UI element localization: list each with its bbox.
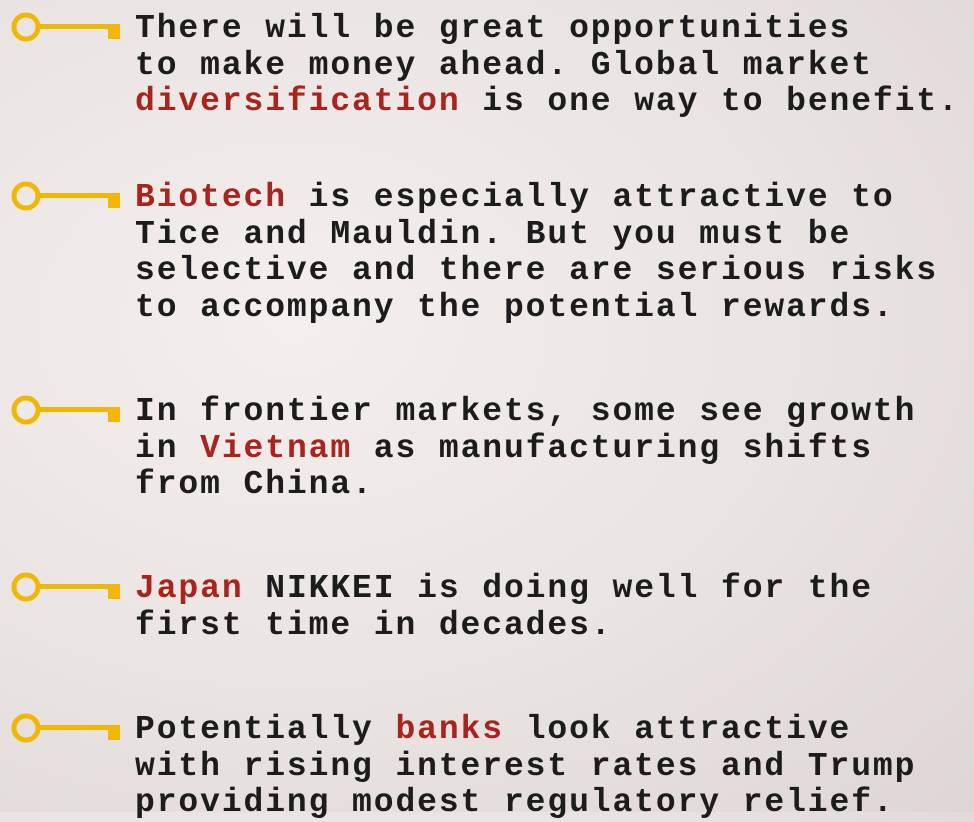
text-line: There will be great opportunities [135, 10, 960, 48]
text-run: Potentially [135, 711, 396, 748]
key-tooth [108, 24, 120, 39]
text-line: to accompany the potential rewards. [135, 289, 938, 327]
text-line: Potentially banks look attractive [135, 711, 916, 749]
bullet-text: Potentially banks look attractive with ri… [135, 711, 917, 822]
text-line: selective and there are serious risks [135, 253, 938, 290]
key-shaft [38, 725, 120, 730]
text-run: providing modest regulatory relief. [135, 784, 895, 822]
text-run: with rising interest rates and Trump [135, 747, 917, 785]
text-run: first time in decades. [135, 606, 613, 644]
text-line: first time in decades. [135, 606, 873, 645]
text-line: providing modest regulatory relief. [135, 785, 916, 822]
key-tooth [108, 725, 120, 740]
text-line: with rising interest rates and Trump [135, 747, 917, 786]
emphasis-text: Japan [135, 570, 244, 607]
key-tooth [108, 193, 120, 208]
text-line: Tice and Mauldin. But you must be [135, 215, 938, 254]
emphasis-text: Biotech [135, 179, 287, 216]
key-icon [11, 181, 120, 211]
key-icon [11, 12, 120, 42]
bullet-text: Biotech is especially attractive to Tice … [135, 179, 938, 327]
text-line: in Vietnam as manufacturing shifts [135, 429, 916, 468]
key-shaft [38, 193, 120, 198]
key-shaft [38, 407, 120, 412]
text-run: NIKKEI is doing well for the [243, 570, 873, 607]
text-run: to accompany the potential rewards. [135, 289, 895, 327]
key-tooth [108, 407, 120, 422]
text-run: is one way to benefit. [460, 83, 960, 121]
key-tooth [108, 584, 120, 599]
text-line: diversification is one way to benefit. [135, 84, 960, 121]
key-bow [11, 181, 41, 211]
text-run: Tice and Mauldin. But you must be [135, 215, 852, 253]
key-icon [11, 572, 120, 602]
text-line: Biotech is especially attractive to [135, 179, 938, 217]
text-line: Japan NIKKEI is doing well for the [135, 570, 873, 608]
key-icon [11, 713, 120, 743]
text-run: is especially attractive to [286, 179, 895, 216]
text-run: look attractive [503, 711, 852, 748]
key-bow [11, 713, 41, 743]
key-bow [11, 12, 41, 42]
emphasis-text: banks [395, 711, 504, 748]
bullet-text: Japan NIKKEI is doing well for the first … [135, 570, 873, 645]
text-run: selective and there are serious risks [135, 252, 939, 290]
key-bow [11, 572, 41, 602]
text-run: from China. [135, 466, 374, 504]
text-run: in [135, 429, 201, 467]
key-bow [11, 395, 41, 425]
text-run: In frontier markets, some see growth [135, 393, 917, 430]
text-line: In frontier markets, some see growth [135, 393, 917, 431]
text-line: from China. [135, 467, 916, 504]
text-run: as manufacturing shifts [352, 429, 873, 467]
text-line: to make money ahead. Global market [135, 46, 960, 85]
text-run: to make money ahead. Global market [135, 46, 873, 84]
key-icon [11, 395, 120, 425]
emphasis-text: Vietnam [200, 429, 353, 467]
bullet-text: In frontier markets, some see growth in V… [135, 393, 917, 504]
key-shaft [38, 584, 120, 589]
emphasis-text: diversification [135, 83, 461, 121]
text-run: There will be great opportunities [135, 10, 852, 47]
bullet-text: There will be great opportunities to make… [135, 10, 960, 121]
key-shaft [38, 24, 120, 29]
